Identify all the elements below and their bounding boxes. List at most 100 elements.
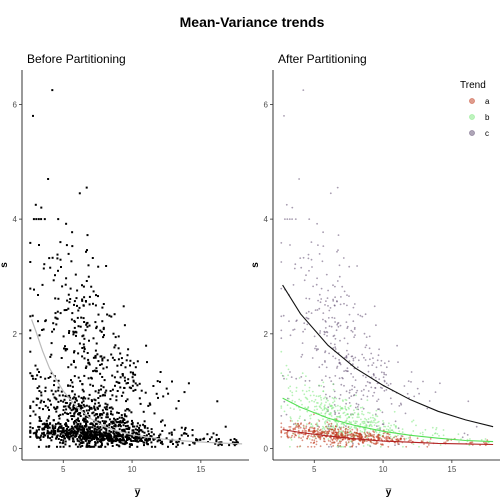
data-point bbox=[47, 398, 50, 401]
data-point bbox=[185, 432, 188, 435]
data-point bbox=[113, 359, 116, 361]
data-point bbox=[61, 394, 64, 397]
data-point-c bbox=[333, 390, 336, 393]
data-point-c bbox=[337, 249, 339, 252]
data-point-b bbox=[375, 422, 377, 424]
data-point bbox=[46, 427, 49, 429]
data-point-c bbox=[332, 355, 334, 358]
data-point bbox=[45, 423, 48, 426]
data-point bbox=[73, 407, 76, 409]
data-point-a bbox=[308, 421, 311, 424]
data-point-b bbox=[387, 429, 390, 431]
data-point-a bbox=[307, 434, 310, 437]
data-point bbox=[91, 257, 94, 259]
data-point bbox=[64, 349, 67, 352]
data-point bbox=[35, 435, 38, 438]
data-point bbox=[65, 244, 68, 247]
data-point-b bbox=[296, 419, 299, 422]
data-point bbox=[229, 438, 232, 441]
data-point-a bbox=[323, 438, 326, 440]
data-point bbox=[48, 426, 51, 429]
data-point bbox=[162, 395, 165, 398]
data-point-c bbox=[346, 349, 348, 352]
data-point bbox=[65, 425, 68, 428]
data-point bbox=[82, 429, 84, 432]
data-point-c bbox=[343, 384, 345, 387]
data-point bbox=[89, 423, 92, 425]
data-point bbox=[135, 437, 138, 440]
data-point-c bbox=[373, 391, 376, 394]
data-point bbox=[125, 427, 128, 430]
data-point bbox=[67, 384, 70, 387]
data-point-c bbox=[314, 347, 316, 350]
data-point-c bbox=[365, 384, 367, 387]
data-point bbox=[63, 398, 66, 401]
data-point bbox=[150, 428, 153, 431]
data-point-a bbox=[397, 443, 400, 445]
data-point-c bbox=[318, 253, 321, 255]
data-point-c bbox=[346, 325, 349, 328]
data-point-c bbox=[321, 379, 323, 381]
data-point-a bbox=[347, 426, 350, 429]
data-point bbox=[122, 421, 124, 424]
data-point-a bbox=[426, 445, 429, 448]
data-point bbox=[122, 436, 125, 439]
data-point-b bbox=[327, 408, 329, 411]
data-point bbox=[145, 344, 148, 347]
data-point bbox=[82, 437, 85, 440]
data-point bbox=[67, 426, 70, 428]
data-point-b bbox=[359, 430, 362, 432]
data-point-c bbox=[366, 395, 369, 398]
data-point bbox=[29, 261, 32, 263]
data-point-b bbox=[341, 399, 344, 401]
data-point-b bbox=[295, 386, 298, 389]
data-point bbox=[29, 287, 32, 290]
data-point-a bbox=[305, 427, 307, 429]
data-point bbox=[69, 412, 72, 415]
data-point-a bbox=[409, 437, 411, 439]
data-point-a bbox=[302, 424, 305, 427]
data-point-b bbox=[305, 375, 307, 378]
data-point-b bbox=[431, 426, 434, 429]
data-point bbox=[64, 405, 67, 408]
data-point-a bbox=[292, 432, 294, 435]
data-point bbox=[95, 294, 97, 297]
data-point-c bbox=[318, 293, 321, 296]
data-point-c bbox=[348, 397, 351, 399]
data-point-b bbox=[339, 416, 342, 419]
data-point bbox=[69, 298, 72, 300]
data-point bbox=[78, 427, 81, 430]
data-point bbox=[108, 423, 111, 425]
data-point-b bbox=[362, 420, 365, 423]
data-point-b bbox=[361, 431, 363, 433]
data-point-b bbox=[344, 414, 347, 417]
data-point bbox=[91, 423, 94, 426]
data-point-b bbox=[316, 408, 318, 411]
data-point-b bbox=[366, 420, 369, 423]
data-point bbox=[99, 432, 102, 435]
data-point-b bbox=[289, 416, 292, 418]
data-point bbox=[29, 315, 32, 318]
data-point-c bbox=[308, 269, 310, 272]
data-point bbox=[38, 334, 41, 337]
data-point-c bbox=[316, 222, 318, 225]
data-point-b bbox=[378, 427, 381, 429]
panel-title-right: After Partitioning bbox=[278, 52, 367, 66]
data-point bbox=[111, 427, 114, 430]
data-point-b bbox=[337, 404, 339, 407]
data-point bbox=[68, 445, 71, 448]
data-point-b bbox=[424, 428, 427, 431]
data-point bbox=[72, 438, 75, 441]
data-point-b bbox=[280, 407, 283, 409]
data-point bbox=[44, 386, 47, 389]
data-point-a bbox=[376, 442, 379, 444]
data-point bbox=[49, 431, 52, 434]
data-point bbox=[112, 422, 115, 425]
data-point bbox=[112, 439, 115, 442]
data-point bbox=[78, 434, 81, 437]
data-point bbox=[79, 380, 82, 383]
data-point bbox=[219, 441, 222, 444]
data-point bbox=[85, 365, 88, 368]
data-point-b bbox=[344, 420, 347, 423]
data-point-b bbox=[328, 419, 330, 422]
